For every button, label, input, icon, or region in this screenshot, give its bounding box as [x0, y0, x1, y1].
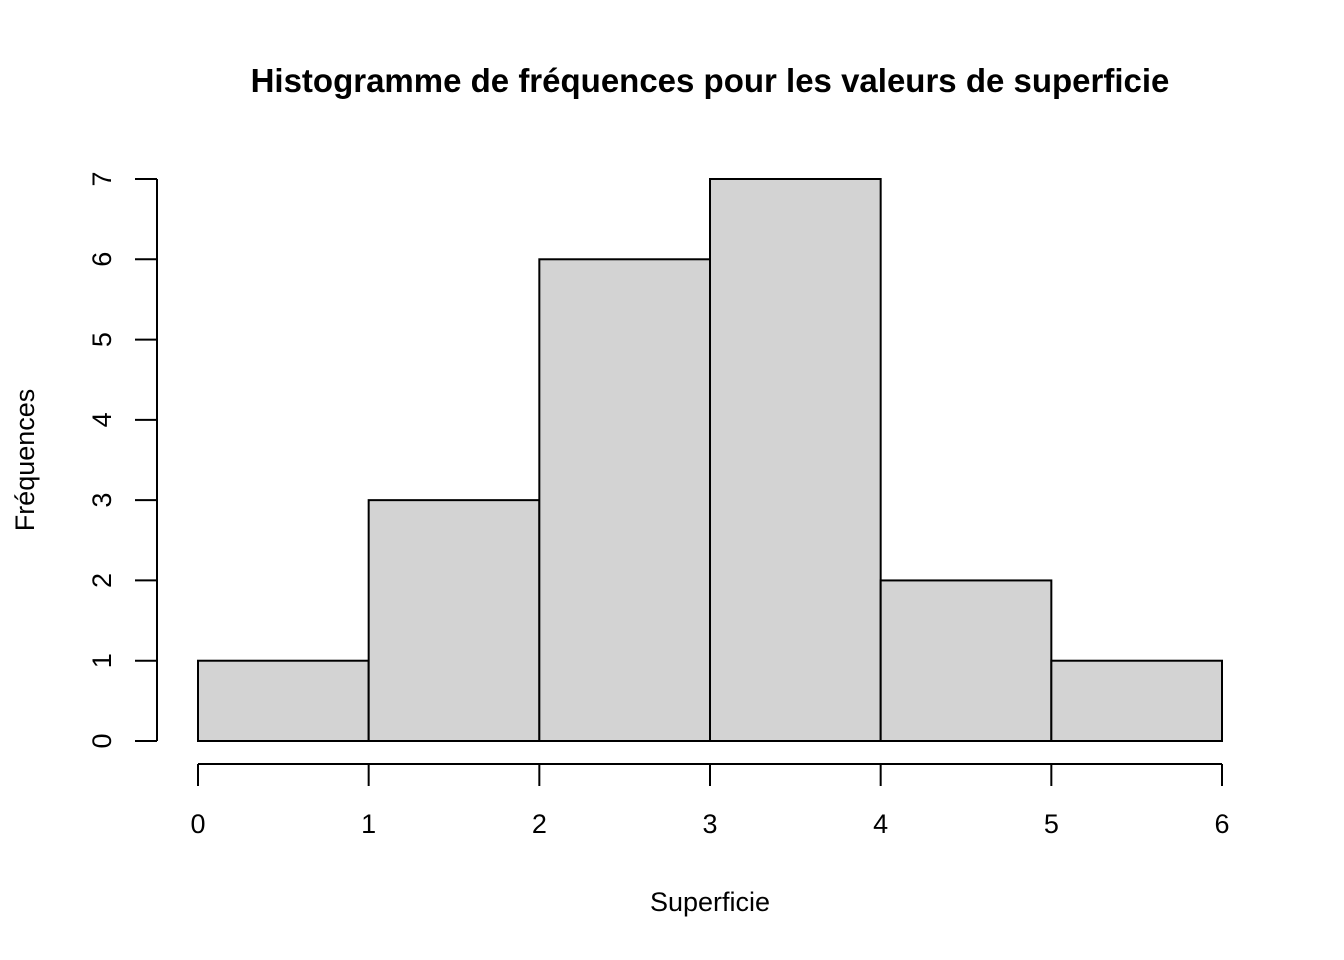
y-tick-label-5: 5 [87, 332, 117, 347]
x-tick-label-1: 1 [361, 809, 376, 839]
chart-title: Histogramme de fréquences pour les valeu… [251, 62, 1170, 99]
y-tick-label-7: 7 [87, 171, 117, 186]
x-tick-label-3: 3 [702, 809, 717, 839]
bars-group [197, 178, 1224, 743]
y-tick-label-1: 1 [87, 653, 117, 668]
histogram-bar-1 [367, 499, 541, 742]
y-tick-label-3: 3 [87, 493, 117, 508]
histogram-bar-5 [1050, 659, 1224, 743]
y-tick-label-2: 2 [87, 573, 117, 588]
x-tick-label-0: 0 [190, 809, 205, 839]
histogram-bar-3 [709, 178, 882, 742]
x-tick-label-2: 2 [532, 809, 547, 839]
y-tick-label-6: 6 [87, 252, 117, 267]
x-axis-label: Superficie [650, 887, 770, 917]
histogram-bar-4 [879, 579, 1053, 743]
y-axis-label: Fréquences [10, 389, 40, 532]
histogram-bar-2 [538, 258, 711, 742]
y-tick-label-0: 0 [87, 733, 117, 748]
y-tick-label-4: 4 [87, 412, 117, 427]
histogram-bar-0 [197, 659, 370, 743]
x-tick-label-6: 6 [1214, 809, 1229, 839]
x-tick-label-5: 5 [1044, 809, 1059, 839]
y-axis: 0 1 2 3 4 5 6 7 [87, 171, 158, 749]
x-tick-label-4: 4 [873, 809, 888, 839]
x-axis: 0 1 2 3 4 5 6 [190, 763, 1230, 839]
